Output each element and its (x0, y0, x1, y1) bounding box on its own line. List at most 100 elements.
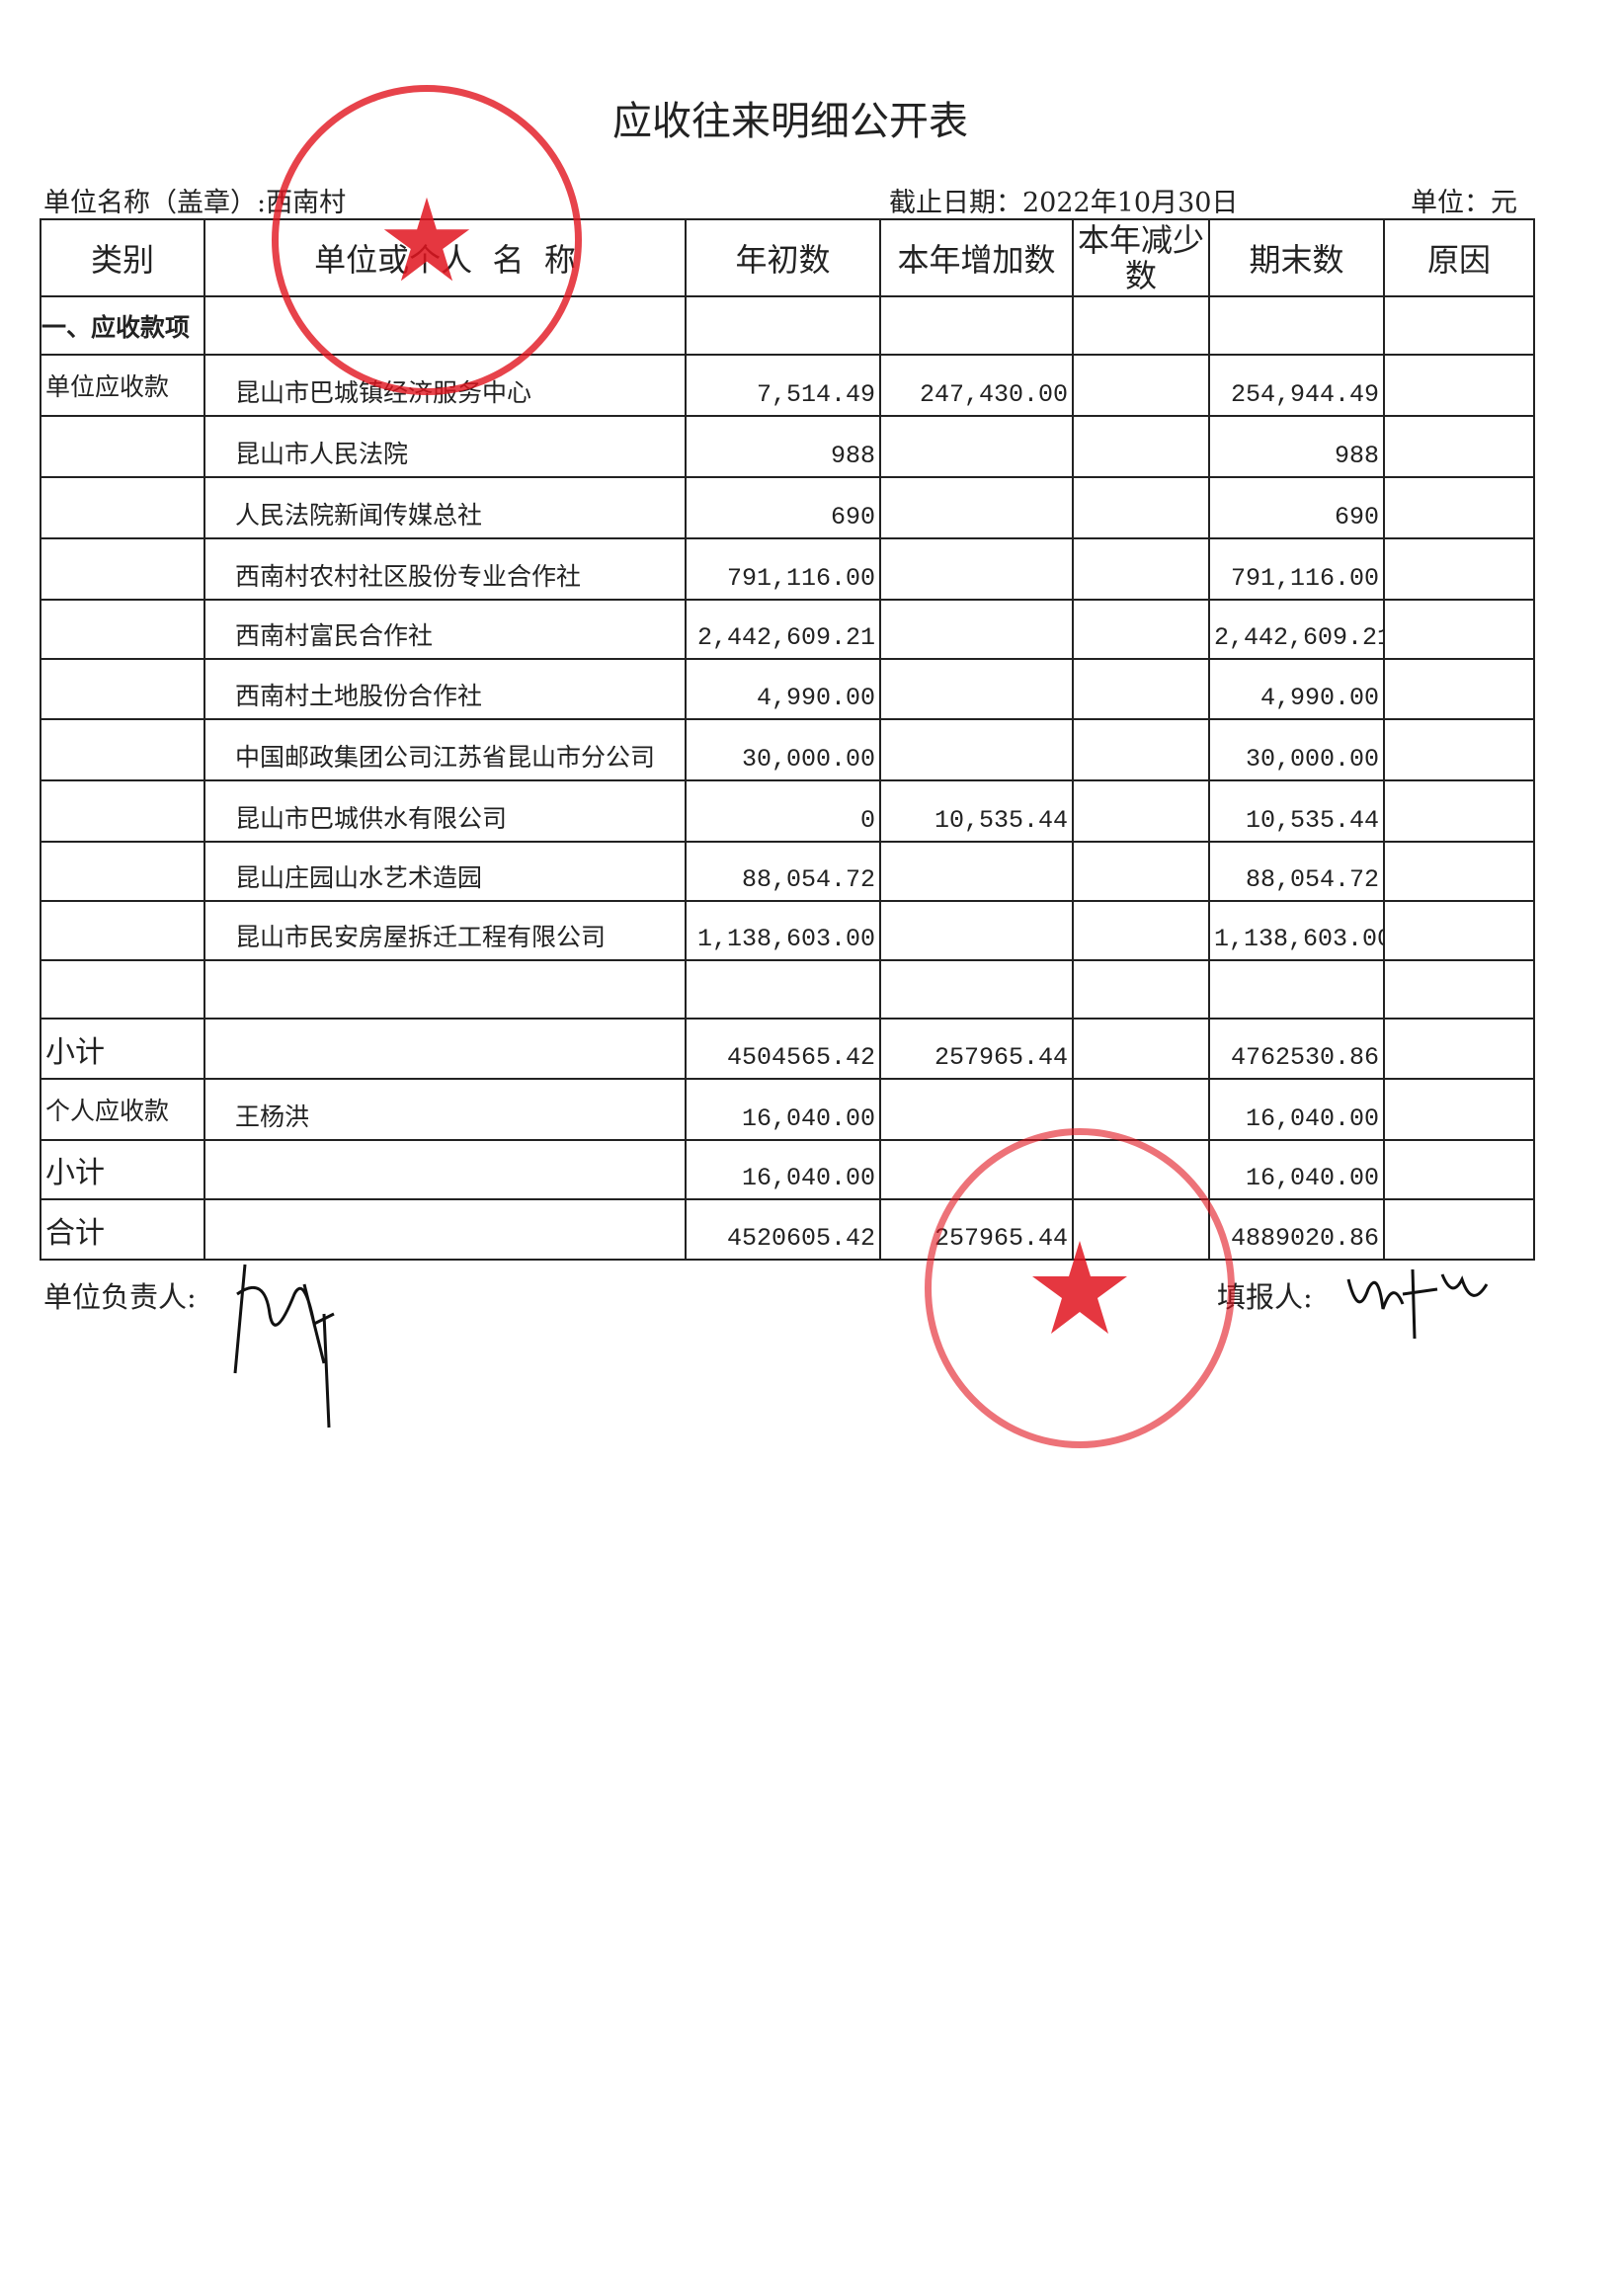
row-closing: 254,944.49 (1208, 354, 1385, 417)
row-decrease (1072, 658, 1210, 720)
row-reason (1383, 779, 1535, 843)
table-row: 昆山市民安房屋拆迁工程有限公司 1,138,603.00 1,138,603.00 (40, 900, 1535, 961)
row-decrease (1072, 1078, 1210, 1141)
row-reason (1383, 1078, 1535, 1141)
row-name: 西南村富民合作社 (203, 599, 687, 660)
header-row: 类别 单位或个人 名 称 年初数 本年增加数 本年减少数 期末数 原因 (40, 218, 1535, 297)
preparer-signature (1346, 1268, 1489, 1340)
table-row: 西南村农村社区股份专业合作社 791,116.00 791,116.00 (40, 537, 1535, 601)
row-closing: 4889020.86 (1208, 1198, 1385, 1261)
row-opening: 1,138,603.00 (685, 900, 881, 961)
header-category: 类别 (40, 218, 205, 297)
row-decrease (1072, 1198, 1210, 1261)
row-name: 西南村农村社区股份专业合作社 (203, 537, 687, 601)
row-reason (1383, 900, 1535, 961)
header-opening: 年初数 (685, 218, 881, 297)
table-row: 西南村富民合作社 2,442,609.21 2,442,609.21 (40, 599, 1535, 660)
row-increase (879, 658, 1074, 720)
row-decrease (1072, 779, 1210, 843)
row-opening: 16,040.00 (685, 1139, 881, 1200)
cutoff-date: 截止日期：2022年10月30日 (889, 188, 1239, 218)
row-decrease (1072, 476, 1210, 539)
row-decrease (1072, 718, 1210, 781)
row-closing: 1,138,603.00 (1208, 900, 1385, 961)
row-reason (1383, 1139, 1535, 1200)
row-opening: 2,442,609.21 (685, 599, 881, 660)
row-increase (879, 841, 1074, 902)
row-increase (879, 900, 1074, 961)
section-label: 一、应收款项 (40, 295, 205, 356)
row-closing: 16,040.00 (1208, 1139, 1385, 1200)
leader-signature (233, 1264, 335, 1429)
row-increase (879, 1078, 1074, 1141)
table-row: 小计 4504565.42 257965.44 4762530.86 (40, 1018, 1535, 1080)
currency-unit: 单位：元 (1411, 188, 1517, 218)
row-closing: 10,535.44 (1208, 779, 1385, 843)
row-decrease (1072, 1139, 1210, 1200)
row-decrease (1072, 354, 1210, 417)
row-name (203, 1018, 687, 1080)
row-closing (1208, 959, 1385, 1020)
row-reason (1383, 1198, 1535, 1261)
row-opening: 4504565.42 (685, 1018, 881, 1080)
row-opening: 88,054.72 (685, 841, 881, 902)
row-increase (879, 476, 1074, 539)
row-decrease (1072, 841, 1210, 902)
row-decrease (1072, 900, 1210, 961)
row-name: 王杨洪 (203, 1078, 687, 1141)
row-closing: 791,116.00 (1208, 537, 1385, 601)
header-reason: 原因 (1383, 218, 1535, 297)
preparer-label: 填报人: (1217, 1280, 1313, 1314)
table-row: 昆山庄园山水艺术造园 88,054.72 88,054.72 (40, 841, 1535, 902)
table-row: 中国邮政集团公司江苏省昆山市分公司 30,000.00 30,000.00 (40, 718, 1535, 781)
row-reason (1383, 718, 1535, 781)
row-category: 合计 (40, 1198, 205, 1261)
row-increase: 257965.44 (879, 1198, 1074, 1261)
row-decrease (1072, 537, 1210, 601)
unit-name: 单位名称（盖章）:西南村 (43, 188, 347, 218)
row-category (40, 415, 205, 478)
row-category: 个人应收款 (40, 1078, 205, 1141)
table-row: 小计 16,040.00 16,040.00 (40, 1139, 1535, 1200)
row-name: 中国邮政集团公司江苏省昆山市分公司 (203, 718, 687, 781)
table-row: 昆山市人民法院 988 988 (40, 415, 1535, 478)
row-category: 小计 (40, 1139, 205, 1200)
row-opening: 791,116.00 (685, 537, 881, 601)
row-name: 昆山庄园山水艺术造园 (203, 841, 687, 902)
row-decrease (1072, 959, 1210, 1020)
row-category (40, 718, 205, 781)
row-category (40, 841, 205, 902)
row-closing: 30,000.00 (1208, 718, 1385, 781)
row-increase: 257965.44 (879, 1018, 1074, 1080)
row-reason (1383, 658, 1535, 720)
row-name: 昆山市巴城供水有限公司 (203, 779, 687, 843)
row-opening: 30,000.00 (685, 718, 881, 781)
row-closing: 690 (1208, 476, 1385, 539)
table-row: 人民法院新闻传媒总社 690 690 (40, 476, 1535, 539)
table-row: 合计 4520605.42 257965.44 4889020.86 (40, 1198, 1535, 1261)
row-reason (1383, 537, 1535, 601)
row-category (40, 599, 205, 660)
row-category (40, 779, 205, 843)
row-reason (1383, 599, 1535, 660)
row-name (203, 1139, 687, 1200)
row-name: 人民法院新闻传媒总社 (203, 476, 687, 539)
row-name: 昆山市民安房屋拆迁工程有限公司 (203, 900, 687, 961)
header-closing: 期末数 (1208, 218, 1385, 297)
row-name: 西南村土地股份合作社 (203, 658, 687, 720)
row-opening (685, 959, 881, 1020)
row-closing: 88,054.72 (1208, 841, 1385, 902)
row-category (40, 658, 205, 720)
row-category (40, 900, 205, 961)
row-opening: 4520605.42 (685, 1198, 881, 1261)
row-reason (1383, 959, 1535, 1020)
row-increase (879, 1139, 1074, 1200)
header-increase: 本年增加数 (879, 218, 1074, 297)
row-closing: 4,990.00 (1208, 658, 1385, 720)
row-reason (1383, 415, 1535, 478)
row-reason (1383, 841, 1535, 902)
row-category (40, 476, 205, 539)
row-closing: 4762530.86 (1208, 1018, 1385, 1080)
row-closing: 988 (1208, 415, 1385, 478)
row-decrease (1072, 415, 1210, 478)
